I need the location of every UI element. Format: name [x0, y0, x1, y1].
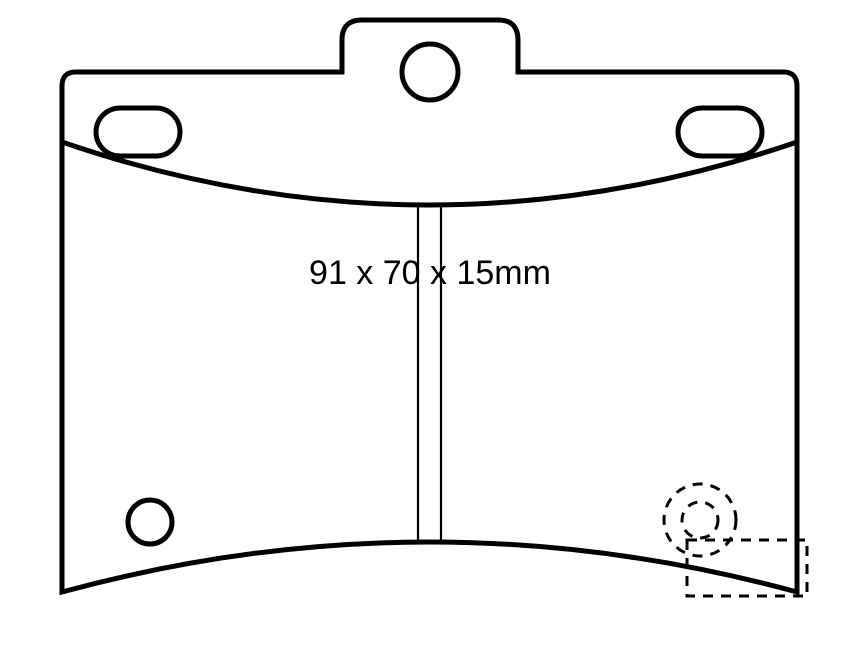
wear-indicator-outer-circle: [664, 484, 736, 556]
wear-indicator-inner-circle: [682, 502, 718, 538]
brake-pad-diagram: 91 x 70 x 15mm: [0, 0, 859, 668]
left-mount-slot: [96, 108, 180, 156]
top-mount-hole: [402, 44, 458, 100]
pad-outer-outline: [62, 20, 797, 592]
dimension-label: 91 x 70 x 15mm: [309, 254, 551, 292]
bottom-left-hole: [128, 500, 172, 544]
right-mount-slot: [678, 108, 762, 156]
